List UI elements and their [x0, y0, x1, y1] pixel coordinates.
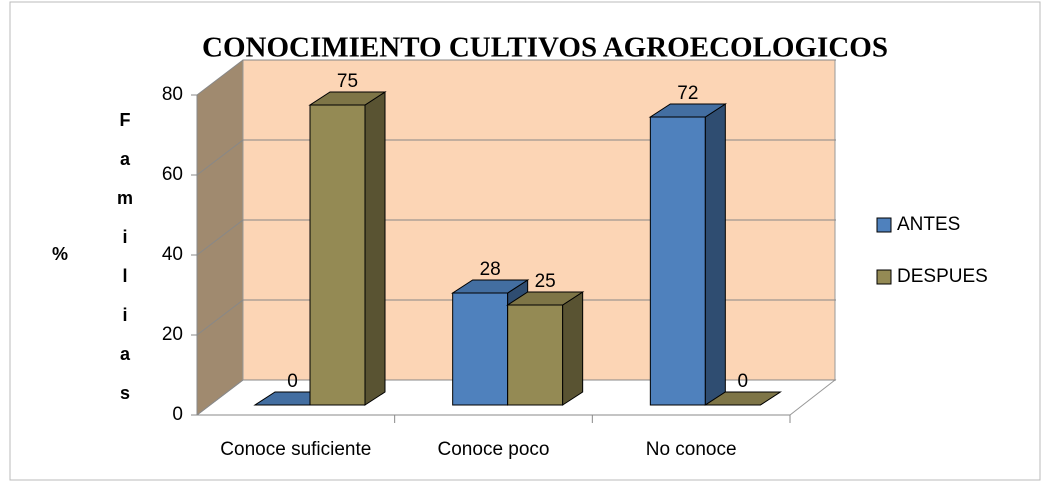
- bar-face: [562, 291, 584, 406]
- bar: [703, 391, 783, 406]
- bar-face: [308, 91, 387, 106]
- bar-face: [648, 103, 728, 118]
- value-label: 75: [337, 71, 358, 92]
- y-tick-label: 60: [162, 164, 183, 185]
- value-label: 25: [535, 271, 556, 292]
- y-tick-label: 0: [172, 404, 183, 425]
- value-label: 28: [480, 259, 501, 280]
- bar-face: [309, 104, 366, 406]
- value-label: 0: [738, 371, 749, 392]
- bar-face: [704, 103, 726, 406]
- legend-swatch: [876, 269, 892, 285]
- legend-label: ANTES: [897, 214, 960, 235]
- y-axis-unit: %: [52, 244, 68, 264]
- bar-face: [452, 292, 509, 406]
- x-tick-label: No conoce: [646, 439, 737, 460]
- grid-line: [196, 59, 244, 96]
- grid-line: [196, 139, 244, 176]
- bar-face: [450, 279, 530, 294]
- chart-title: CONOCIMIENTO CULTIVOS AGROECOLOGICOS: [202, 32, 888, 64]
- bar-face: [364, 91, 386, 406]
- bar: [648, 103, 728, 406]
- bar: [505, 291, 585, 406]
- legend-label: DESPUES: [897, 266, 988, 287]
- bar-face: [505, 291, 585, 306]
- x-tick-label: Conoce poco: [438, 439, 550, 460]
- y-tick-label: 20: [162, 324, 183, 345]
- grid-line: [196, 219, 244, 256]
- bar-face: [649, 116, 706, 406]
- y-tick-label: 80: [162, 84, 183, 105]
- chart-frame: [9, 1, 1041, 481]
- value-label: 0: [287, 371, 298, 392]
- x-tick-label: Conoce suficiente: [220, 439, 371, 460]
- y-tick-label: 40: [162, 244, 183, 265]
- y-axis-label: Familias: [115, 110, 135, 422]
- legend-swatch: [876, 217, 892, 233]
- bar: [308, 91, 387, 406]
- bar-face: [703, 391, 783, 406]
- grid-line: [196, 299, 244, 336]
- grid-line: [196, 379, 244, 416]
- bar-face: [507, 304, 564, 406]
- value-label: 72: [677, 83, 698, 104]
